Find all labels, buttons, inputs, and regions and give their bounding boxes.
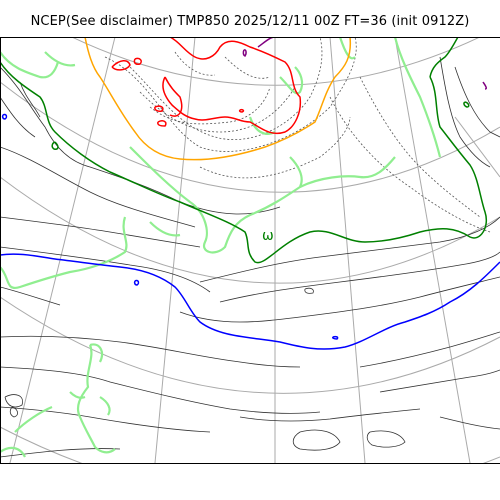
isotherm-line <box>366 430 406 448</box>
isotherm-line <box>304 287 314 294</box>
isotherm-line <box>199 216 500 283</box>
isotherm-line <box>329 96 491 233</box>
isotherm-line <box>439 416 500 430</box>
isotherm-line <box>89 343 104 363</box>
isotherm-line <box>379 369 500 393</box>
isotherm-line <box>439 56 491 168</box>
isotherm-line <box>219 251 500 303</box>
isotherm-line <box>224 56 271 79</box>
isotherm-line <box>179 276 500 323</box>
isotherm-line <box>0 66 281 215</box>
isotherm-line <box>257 37 276 48</box>
isotherm-line <box>0 61 487 264</box>
meridian <box>394 37 471 463</box>
light-green-isotherms <box>0 37 442 458</box>
temperature-map: ω <box>0 37 500 463</box>
isotherm-line <box>239 408 421 422</box>
meridian <box>154 37 196 463</box>
isotherm-line <box>238 109 245 113</box>
isotherm-line <box>162 37 302 134</box>
isotherm-line <box>111 60 131 71</box>
isotherm-line <box>129 37 323 140</box>
isotherm-line <box>51 141 59 150</box>
isotherm-line <box>0 448 121 458</box>
isotherm-line <box>0 246 211 293</box>
isotherm-line <box>133 279 140 286</box>
graticule <box>0 37 500 463</box>
isotherm-line <box>139 86 296 133</box>
latitude-circle <box>0 296 500 394</box>
thin-isotherms <box>0 56 500 458</box>
isotherm-line <box>359 76 481 218</box>
isotherm-line <box>0 406 211 433</box>
dark-green-isotherms <box>0 37 487 264</box>
isotherm-line <box>393 37 442 158</box>
isotherm-line <box>4 394 23 408</box>
dotted-isotherms <box>104 37 491 233</box>
isotherm-line <box>44 51 76 67</box>
isotherm-line <box>104 37 357 152</box>
isotherm-line <box>0 335 301 368</box>
isotherm-line <box>0 96 36 138</box>
isotherm-line <box>359 331 500 368</box>
isotherm-line <box>242 49 247 57</box>
isotherm-line <box>248 116 276 135</box>
isotherm-line <box>429 37 459 78</box>
isotherm-line <box>463 101 470 108</box>
isotherm-line <box>84 37 352 161</box>
latitude-circle <box>0 81 500 193</box>
orange-isotherm <box>84 37 352 161</box>
zero-degree-line <box>0 113 500 350</box>
isotherm-line <box>454 66 500 138</box>
isotherm-line <box>299 156 396 188</box>
isotherm-line <box>332 335 339 340</box>
isotherm-line <box>164 76 183 117</box>
meridian <box>329 37 366 463</box>
isotherm-line <box>149 221 181 237</box>
isotherm-line <box>157 120 167 127</box>
isotherm-line <box>338 37 356 60</box>
isotherm-line <box>99 396 111 416</box>
isotherm-line <box>154 105 164 112</box>
isotherm-line <box>133 57 142 65</box>
map-title: NCEP(See disclaimer) TMP850 2025/12/11 0… <box>30 14 470 29</box>
isotherm-line <box>0 253 500 350</box>
isotherm-line <box>76 344 116 454</box>
isotherm-line <box>482 81 487 90</box>
isotherm-line <box>0 216 128 290</box>
map-omega-label: ω <box>262 228 274 244</box>
meridian <box>9 37 116 463</box>
latitude-circle <box>0 426 500 463</box>
isotherm-line <box>19 81 41 118</box>
isotherm-line <box>14 405 53 433</box>
purple-isotherms <box>242 37 487 90</box>
isotherm-line <box>149 86 271 125</box>
isotherm-line <box>0 366 321 414</box>
red-isotherms <box>111 37 302 134</box>
isotherm-line <box>0 146 196 228</box>
isotherm-line <box>129 146 303 254</box>
isotherm-line <box>0 286 61 306</box>
isotherm-line <box>292 429 341 451</box>
isotherm-line <box>0 446 26 458</box>
isotherm-line <box>0 216 201 248</box>
isotherm-line <box>9 406 18 418</box>
meridian <box>454 116 500 178</box>
isotherm-line <box>174 51 216 76</box>
isotherm-line <box>279 66 304 95</box>
latitude-circle <box>70 37 481 86</box>
isotherm-line <box>69 391 86 399</box>
isotherm-line <box>0 51 60 79</box>
isotherm-line <box>1 113 8 120</box>
